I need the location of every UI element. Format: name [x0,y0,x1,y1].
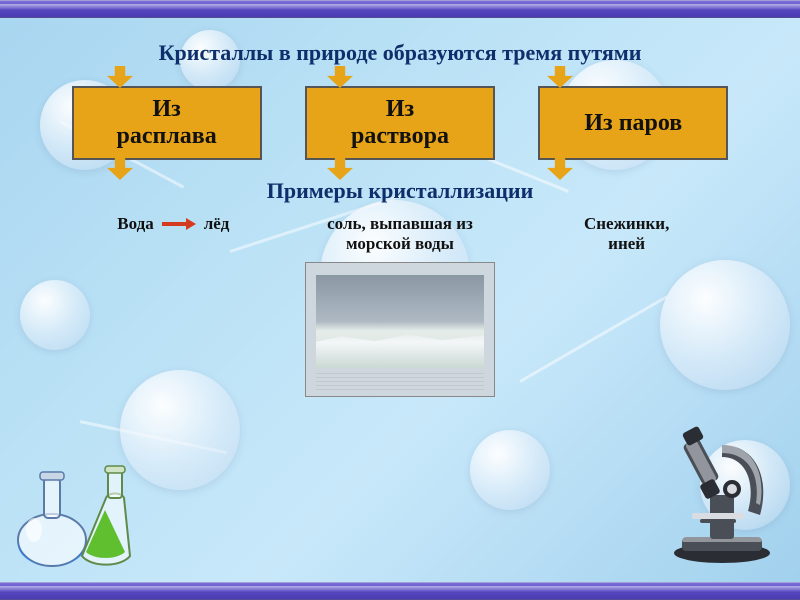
method-box: Из раствора [305,86,495,160]
examples-row: Вода лёд соль, выпавшая из морской воды … [60,214,740,254]
frame-bottom [0,582,800,600]
method-boxes: Из расплава Из раствора Из паров [50,86,750,160]
example-item: Вода лёд [73,214,273,254]
example-right: лёд [204,214,230,234]
microscope-decoration [662,425,782,570]
microscope-icon [662,425,782,565]
flasks-decoration [10,460,140,570]
slide-content: Кристаллы в природе образуются тремя пут… [0,0,800,417]
red-arrow-icon [162,219,196,229]
frame-top [0,0,800,18]
example-left: Вода [117,214,153,234]
method-box: Из расплава [72,86,262,160]
flask-icon [10,460,140,570]
example-photo [305,262,495,397]
example-item: соль, выпавшая из морской воды [300,214,500,254]
example-item: Снежинки, иней [527,214,727,254]
page-title: Кристаллы в природе образуются тремя пут… [30,40,770,66]
examples-title: Примеры кристаллизации [30,178,770,204]
method-box: Из паров [538,86,728,160]
